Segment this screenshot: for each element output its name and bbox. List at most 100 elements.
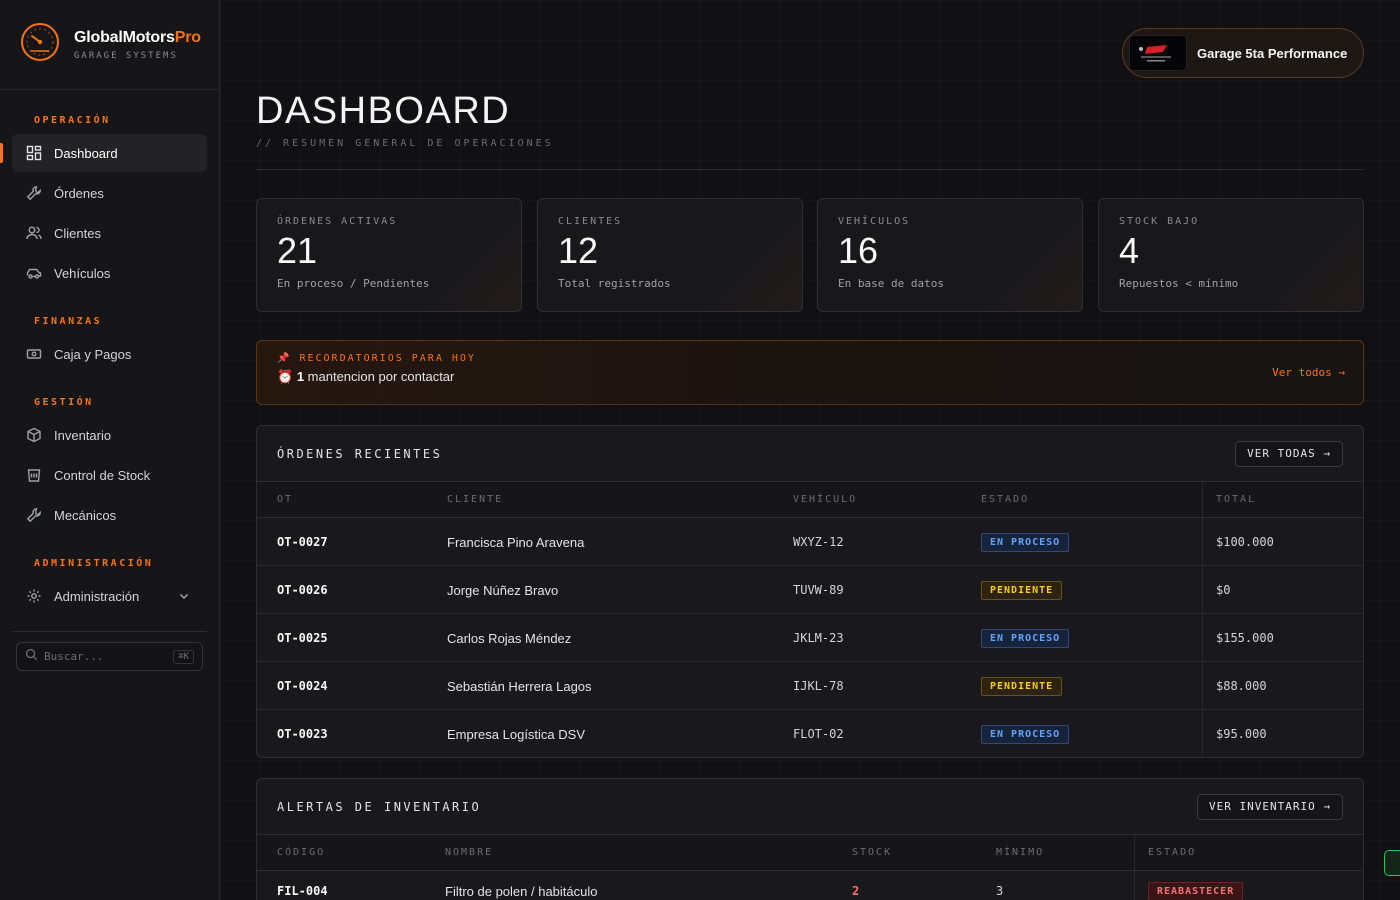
sidebar-item-control-stock[interactable]: Control de Stock [12, 456, 207, 494]
stat-card-vehiculos[interactable]: VEHÍCULOS 16 En base de datos [817, 198, 1083, 312]
wrench-icon [26, 507, 42, 523]
garage-name: Garage 5ta Performance [1197, 45, 1348, 61]
order-id: OT-0025 [277, 631, 328, 645]
brand-name: GlobalMotorsPro [74, 28, 201, 46]
sidebar-item-caja-pagos[interactable]: Caja y Pagos [12, 335, 207, 373]
stat-card-stock-bajo[interactable]: STOCK BAJO 4 Repuestos < mínimo [1098, 198, 1364, 312]
stat-value: 4 [1119, 230, 1140, 271]
order-total: $95.000 [1216, 727, 1267, 741]
stat-value: 21 [277, 230, 318, 271]
status-badge: EN PROCESO [981, 532, 1070, 552]
stat-label: CLIENTES [558, 216, 623, 227]
sidebar-item-ordenes[interactable]: Órdenes [12, 174, 207, 212]
view-all-reminders-link[interactable]: Ver todos → [1272, 366, 1345, 379]
column-header: CLIENTE [447, 494, 504, 505]
sidebar-item-label: Dashboard [54, 145, 118, 161]
table-row[interactable]: OT-0025 Carlos Rojas Méndez JKLM-23 EN P… [257, 614, 1363, 662]
stat-card-clientes[interactable]: CLIENTES 12 Total registrados [537, 198, 803, 312]
chevron-down-icon[interactable] [177, 589, 191, 603]
reminder-count: 1 [296, 369, 305, 384]
brand-subtitle: GARAGE SYSTEMS [74, 50, 178, 61]
users-icon [26, 225, 42, 241]
item-name: Filtro de polen / habitáculo [445, 883, 598, 899]
stat-label: STOCK BAJO [1119, 216, 1200, 227]
page-subtitle: // RESUMEN GENERAL DE OPERACIONES [256, 138, 554, 149]
order-id: OT-0023 [277, 727, 328, 741]
stat-value: 16 [838, 230, 879, 271]
floating-side-tab[interactable] [1384, 850, 1400, 876]
status-badge: EN PROCESO [981, 628, 1070, 648]
brand-header[interactable]: GlobalMotorsPro GARAGE SYSTEMS [0, 0, 219, 90]
sidebar-item-mecanicos[interactable]: Mecánicos [12, 496, 207, 534]
search-shortcut: ⌘K [173, 649, 194, 664]
table-row[interactable]: OT-0026 Jorge Núñez Bravo TUVW-89 PENDIE… [257, 566, 1363, 614]
sidebar-item-label: Inventario [54, 427, 112, 443]
item-stock: 2 [852, 884, 860, 898]
car-icon [26, 265, 42, 281]
reminders-title: 📌 RECORDATORIOS PARA HOY [277, 353, 476, 364]
sidebar-item-clientes[interactable]: Clientes [12, 214, 207, 252]
item-minimum: 3 [996, 884, 1004, 898]
sidebar-item-vehiculos[interactable]: Vehículos [12, 254, 207, 292]
nav-section-gestion: GESTIÓN [34, 397, 94, 408]
stat-value: 12 [558, 230, 599, 271]
search-input[interactable] [44, 650, 164, 663]
panel-title: ÓRDENES RECIENTES [277, 446, 443, 461]
order-client: Empresa Logística DSV [447, 726, 586, 742]
column-header: NOMBRE [445, 847, 494, 858]
stat-card-ordenes-activas[interactable]: ÓRDENES ACTIVAS 21 En proceso / Pendient… [256, 198, 522, 312]
nav-section-operacion: OPERACIÓN [34, 115, 111, 126]
order-total: $0 [1216, 583, 1231, 597]
table-row[interactable]: FIL-004 Filtro de polen / habitáculo 2 3… [257, 871, 1363, 900]
table-row[interactable]: OT-0024 Sebastián Herrera Lagos IJKL-78 … [257, 662, 1363, 710]
sidebar-item-label: Órdenes [54, 185, 104, 201]
sidebar-item-inventario[interactable]: Inventario [12, 416, 207, 454]
table-row[interactable]: OT-0027 Francisca Pino Aravena WXYZ-12 E… [257, 518, 1363, 566]
reminder-text: mantencion por contactar [307, 369, 455, 384]
nav-section-administracion: ADMINISTRACIÓN [34, 558, 154, 569]
reminders-body: ⏰ 1 mantencion por contactar [277, 369, 1343, 385]
column-header: VEHÍCULO [793, 494, 858, 505]
stat-label: ÓRDENES ACTIVAS [277, 216, 398, 227]
reminders-banner: 📌 RECORDATORIOS PARA HOY ⏰ 1 mantencion … [256, 340, 1364, 405]
nav-section-finanzas: FINANZAS [34, 316, 103, 327]
order-vehicle: IJKL-78 [793, 679, 844, 693]
order-vehicle: FLOT-02 [793, 727, 844, 741]
order-client: Francisca Pino Aravena [447, 534, 585, 550]
sidebar-item-administracion[interactable]: Administración [12, 577, 207, 615]
status-badge: PENDIENTE [981, 580, 1063, 600]
sidebar-item-label: Mecánicos [54, 507, 117, 523]
column-header: ESTADO [981, 494, 1030, 505]
order-vehicle: JKLM-23 [793, 631, 844, 645]
status-badge: REABASTECER [1148, 881, 1244, 900]
column-divider [1134, 835, 1135, 870]
search-icon [25, 648, 38, 666]
column-divider [1202, 518, 1203, 565]
column-divider [1202, 710, 1203, 757]
order-id: OT-0027 [277, 535, 328, 549]
active-indicator [0, 143, 3, 163]
column-divider [1202, 662, 1203, 709]
sidebar-item-label: Caja y Pagos [54, 346, 132, 362]
sidebar-item-label: Vehículos [54, 265, 111, 281]
order-id: OT-0024 [277, 679, 328, 693]
title-divider [256, 169, 1364, 170]
garage-selector[interactable]: Garage 5ta Performance [1122, 28, 1364, 78]
order-client: Carlos Rojas Méndez [447, 630, 572, 646]
status-badge: PENDIENTE [981, 676, 1063, 696]
cash-icon [26, 346, 42, 362]
sidebar-item-dashboard[interactable]: Dashboard [12, 134, 207, 172]
dashboard-icon [26, 145, 42, 161]
view-all-orders-button[interactable]: VER TODAS → [1235, 440, 1343, 467]
column-divider [1134, 871, 1135, 900]
table-row[interactable]: OT-0023 Empresa Logística DSV FLOT-02 EN… [257, 710, 1363, 757]
view-inventory-button[interactable]: VER INVENTARIO → [1197, 793, 1343, 820]
search-box[interactable]: ⌘K [16, 642, 203, 671]
column-header: STOCK [852, 847, 893, 858]
stat-description: Total registrados [558, 277, 671, 290]
sidebar-item-label: Administración [54, 588, 140, 604]
order-total: $100.000 [1216, 535, 1274, 549]
column-header: ESTADO [1148, 847, 1197, 858]
page-title: DASHBOARD [256, 90, 511, 132]
stat-description: En proceso / Pendientes [277, 277, 430, 290]
